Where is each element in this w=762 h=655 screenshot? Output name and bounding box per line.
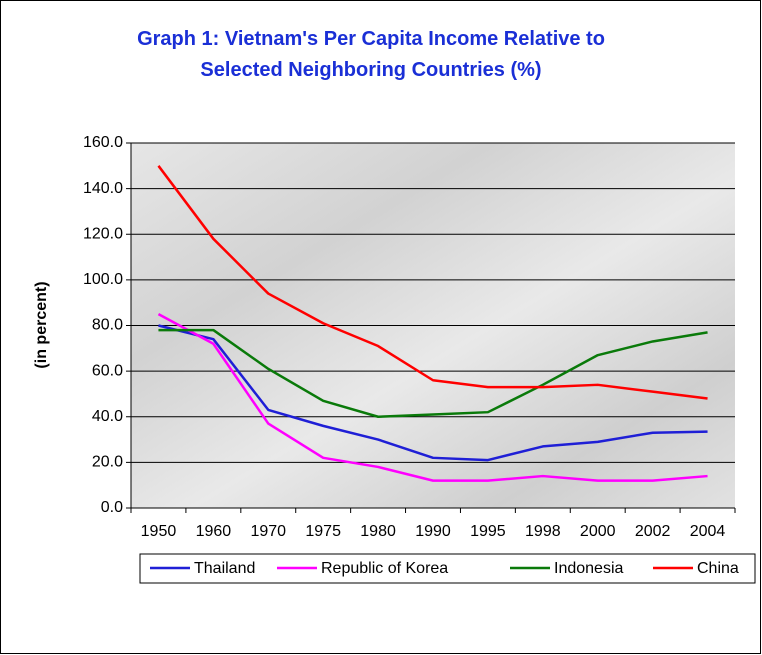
y-tick-label: 60.0 — [92, 362, 123, 379]
y-axis-label: (in percent) — [33, 281, 50, 368]
legend-label: Indonesia — [554, 560, 623, 577]
series-line — [157, 165, 708, 400]
x-tick-label: 1950 — [141, 523, 177, 540]
legend-label: Republic of Korea — [321, 560, 448, 577]
x-tick-label: 1998 — [525, 523, 561, 540]
y-tick-label: 20.0 — [92, 454, 123, 471]
x-tick-label: 1960 — [196, 523, 232, 540]
y-tick-label: 0.0 — [101, 499, 123, 516]
x-tick-label: 1975 — [305, 523, 341, 540]
y-tick-label: 80.0 — [92, 317, 123, 334]
x-tick-label: 2002 — [635, 523, 671, 540]
legend-label: China — [697, 560, 739, 577]
y-tick-label: 40.0 — [92, 408, 123, 425]
x-tick-label: 1970 — [250, 523, 286, 540]
legend-label: Thailand — [194, 560, 255, 577]
series-line — [158, 328, 708, 418]
x-tick-label: 2004 — [690, 523, 726, 540]
x-tick-label: 1995 — [470, 523, 506, 540]
y-tick-label: 120.0 — [83, 225, 123, 242]
y-tick-label: 140.0 — [83, 180, 123, 197]
x-tick-label: 1980 — [360, 523, 396, 540]
series-line — [158, 324, 708, 462]
x-tick-label: 1990 — [415, 523, 451, 540]
legend-box — [139, 553, 756, 584]
x-tick-label: 2000 — [580, 523, 616, 540]
chart-title: Graph 1: Vietnam's Per Capita Income Rel… — [137, 28, 605, 81]
y-tick-label: 160.0 — [83, 134, 123, 151]
y-tick-label: 100.0 — [83, 271, 123, 288]
series-line — [157, 312, 708, 482]
